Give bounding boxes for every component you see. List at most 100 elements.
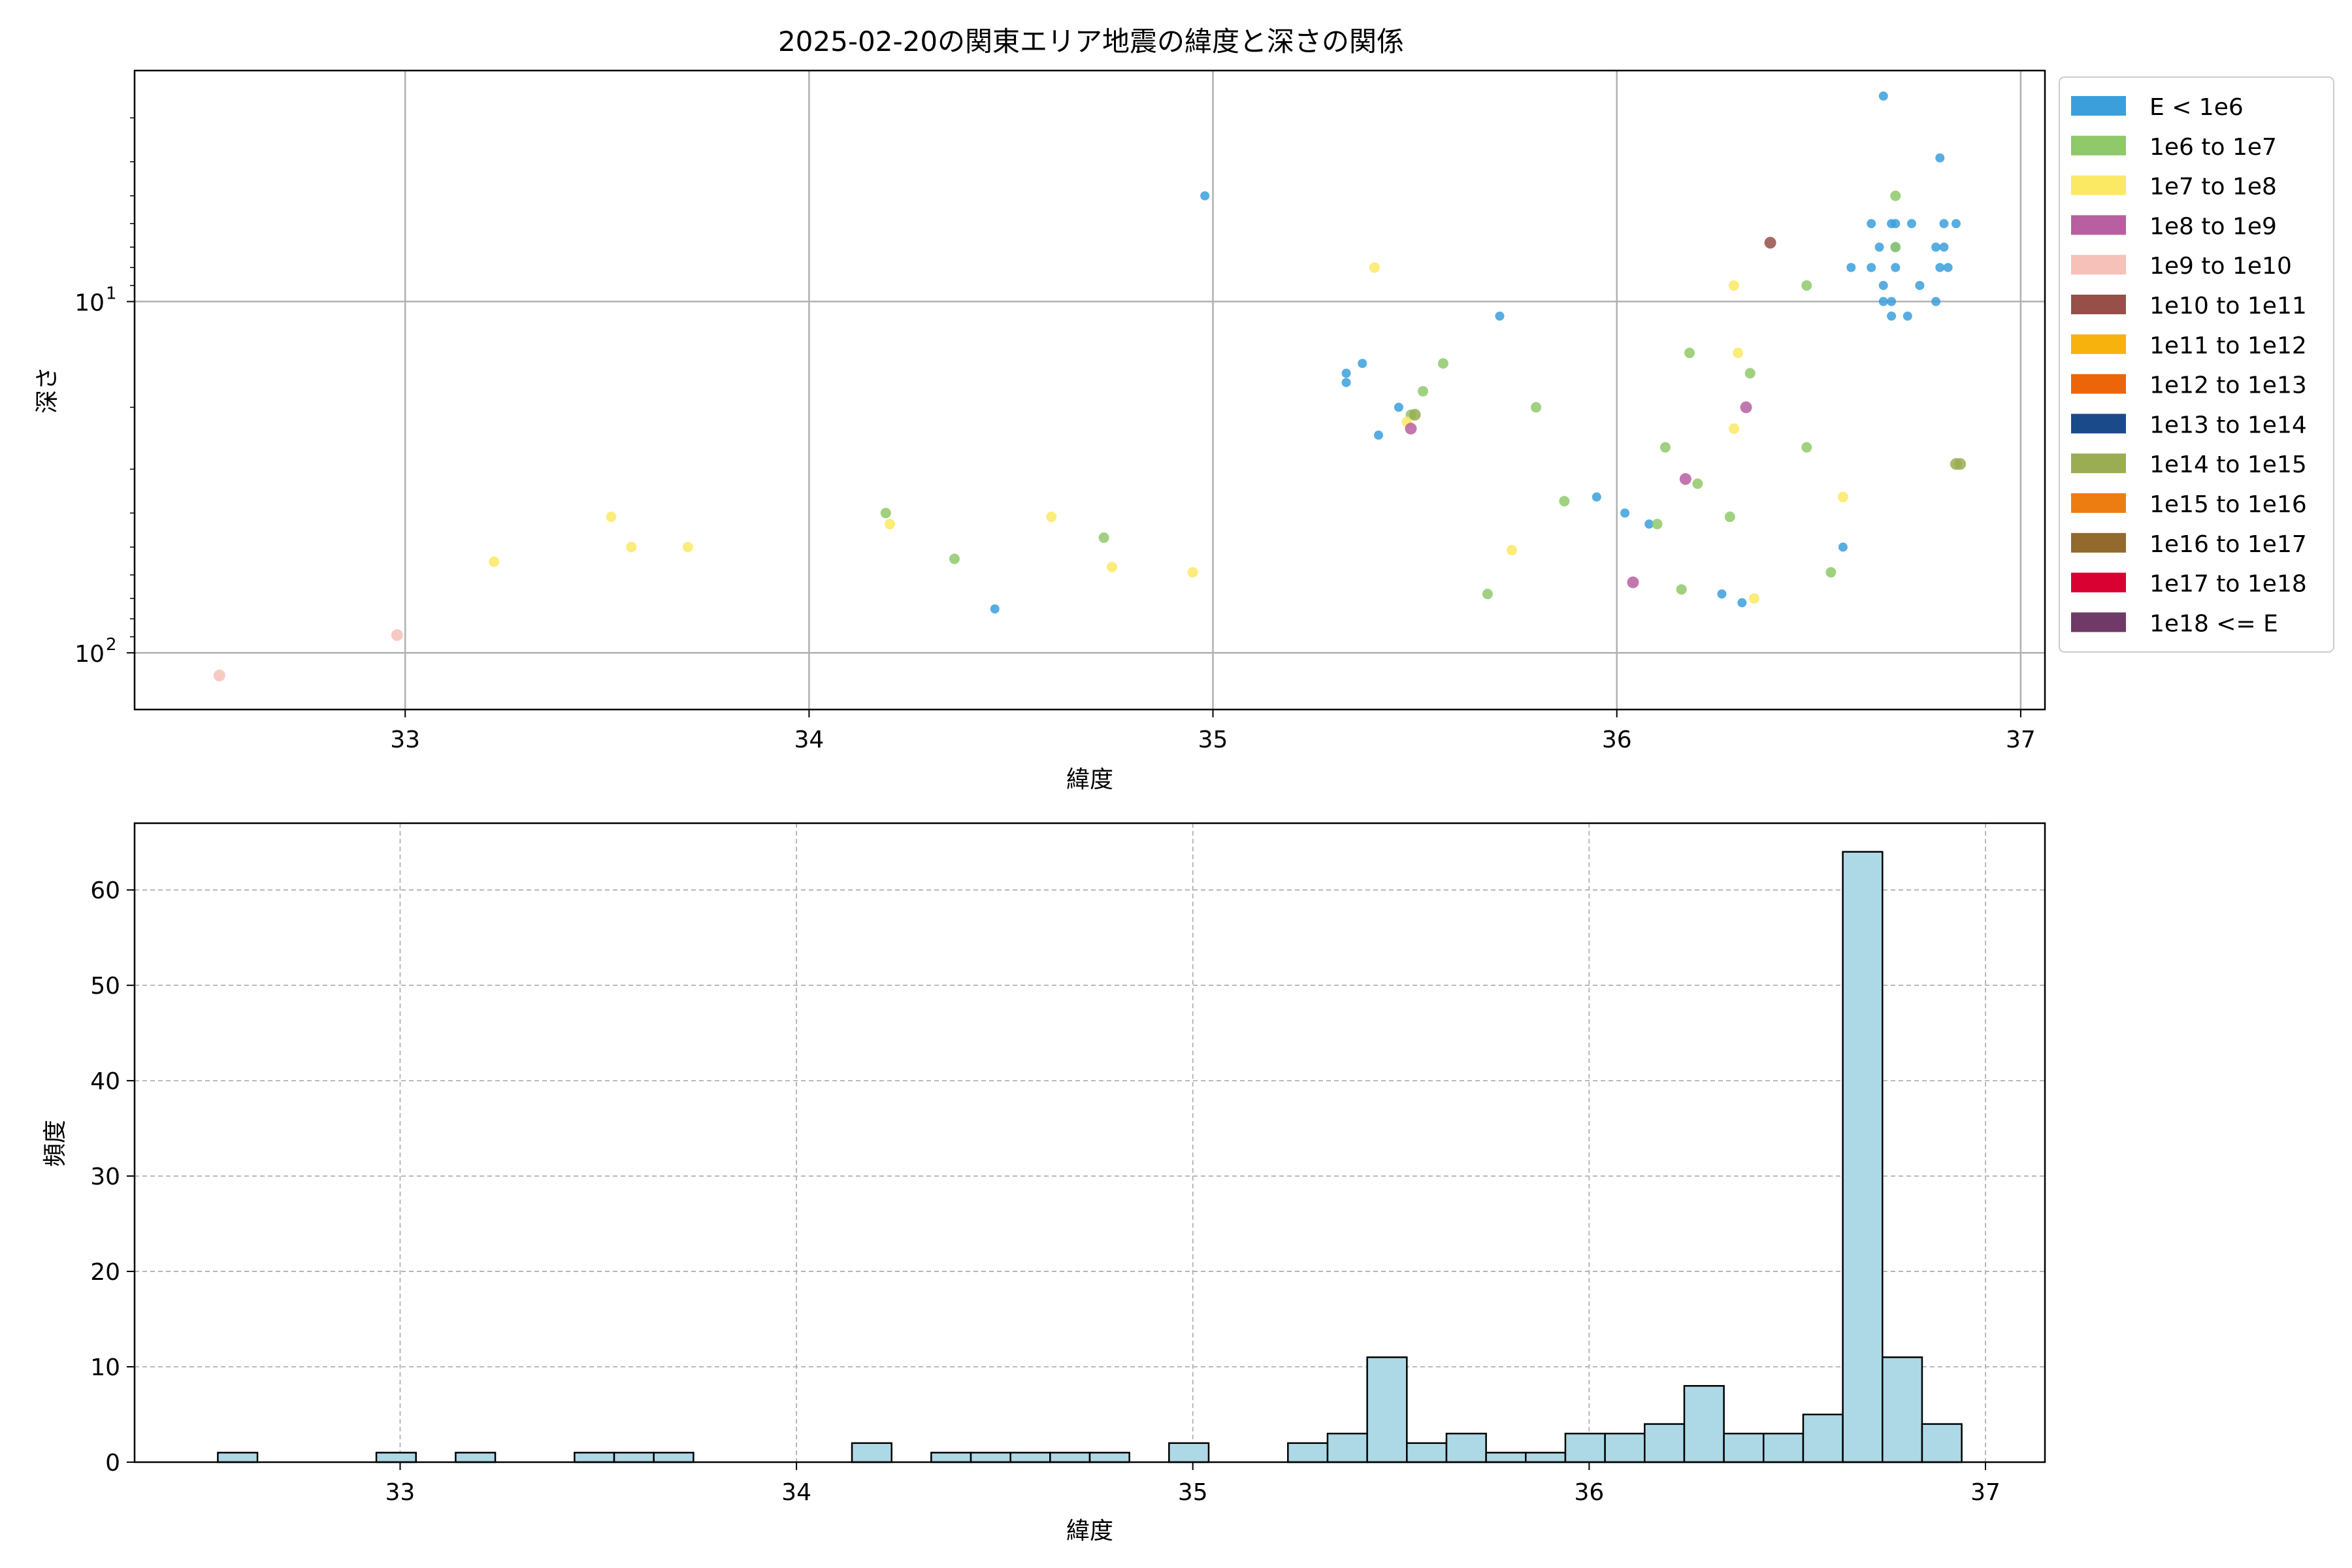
scatter-point — [1931, 297, 1941, 306]
scatter-point — [1187, 567, 1198, 578]
histogram-bar — [653, 1452, 694, 1463]
histogram-bar — [1525, 1452, 1567, 1463]
legend-swatch — [2071, 295, 2126, 314]
legend: E < 1e6 1e6 to 1e7 1e7 to 1e8 1e8 to 1e9 1e9… — [2059, 76, 2334, 653]
scatter-point — [1890, 190, 1901, 201]
histogram-x-tick-label: 33 — [385, 1479, 416, 1506]
scatter-point — [1692, 478, 1703, 489]
scatter-y-tick-exponent: 1 — [106, 284, 117, 304]
scatter-point — [1935, 263, 1945, 272]
histogram-x-label: 緯度 — [1066, 1518, 1113, 1544]
scatter-point — [391, 629, 403, 642]
legend-label: 1e15 to 1e16 — [2149, 491, 2307, 518]
scatter-grid — [135, 71, 2045, 710]
histogram-bar — [930, 1452, 972, 1463]
scatter-point — [1744, 368, 1756, 379]
histogram-bar — [375, 1452, 417, 1463]
scatter-point — [1437, 358, 1448, 369]
histogram-x-tick-label: 34 — [781, 1479, 811, 1506]
histogram-bars — [217, 851, 1963, 1463]
histogram-x-tick-label: 37 — [1970, 1479, 2001, 1506]
scatter-point — [1935, 153, 1945, 163]
scatter-x-label: 緯度 — [1066, 766, 1113, 793]
scatter-point — [990, 604, 1000, 614]
histogram-bar — [1564, 1432, 1606, 1463]
scatter-point — [1107, 561, 1117, 572]
scatter-point — [1837, 491, 1848, 502]
scatter-point — [1679, 473, 1691, 485]
legend-swatch — [2071, 135, 2126, 155]
scatter-point — [1684, 348, 1695, 359]
histogram-x-tick-label: 36 — [1574, 1479, 1604, 1506]
histogram-bar — [1921, 1423, 1963, 1463]
legend-swatch — [2071, 255, 2126, 275]
histogram-bar — [1683, 1384, 1725, 1463]
histogram-y-tick-label: 50 — [90, 973, 120, 1000]
scatter-x-tick-label: 34 — [794, 727, 824, 753]
scatter-point — [1740, 401, 1752, 414]
scatter-y-tick-exponent: 2 — [106, 635, 117, 655]
scatter-y-tick-label: 10 — [74, 641, 105, 668]
scatter-point — [1724, 512, 1735, 523]
histogram-y-label: 頻度 — [42, 1120, 69, 1167]
scatter-point — [626, 542, 637, 553]
scatter-point — [1737, 598, 1747, 608]
scatter-point — [1887, 311, 1897, 321]
histogram-bar — [1723, 1432, 1765, 1463]
legend-label: 1e13 to 1e14 — [2149, 412, 2307, 438]
legend-label: 1e18 <= E — [2149, 610, 2278, 637]
scatter-point — [1954, 458, 1967, 470]
histogram-y-tick-label: 40 — [90, 1068, 120, 1095]
scatter-point — [1748, 593, 1759, 604]
scatter-x-tick-label: 35 — [1198, 727, 1228, 753]
scatter-point — [1878, 91, 1888, 101]
scatter-point — [1717, 589, 1727, 599]
scatter-point — [1846, 263, 1856, 272]
histogram-x-tick-label: 35 — [1178, 1479, 1208, 1506]
scatter-point — [1200, 191, 1210, 201]
scatter-x-tick-label: 37 — [2006, 727, 2036, 753]
scatter-point — [1931, 242, 1941, 252]
scatter-x-tick-label: 36 — [1602, 727, 1632, 753]
histogram-y-tick-label: 10 — [90, 1354, 120, 1381]
histogram-bar — [1485, 1452, 1527, 1463]
legend-label: 1e6 to 1e7 — [2149, 134, 2277, 161]
legend-label: 1e10 to 1e11 — [2149, 293, 2307, 319]
scatter-point — [1531, 402, 1542, 413]
scatter-point — [885, 519, 895, 530]
scatter-point — [1592, 492, 1601, 502]
legend-frame — [2059, 76, 2334, 653]
histogram-y-tick-label: 0 — [105, 1450, 120, 1477]
histogram-bar — [1009, 1452, 1051, 1463]
scatter-point — [1952, 219, 1961, 229]
histogram-x-ticks: 33 34 35 36 37 — [385, 1462, 2001, 1506]
scatter-point — [1891, 263, 1901, 272]
scatter-point — [1652, 519, 1663, 530]
scatter-point — [1627, 576, 1639, 589]
scatter-point — [1729, 280, 1739, 291]
legend-swatch — [2071, 175, 2126, 195]
scatter-point — [1891, 219, 1901, 229]
scatter-point — [1418, 385, 1428, 397]
scatter-point — [880, 508, 891, 519]
histogram-bar — [1644, 1423, 1686, 1463]
scatter-point — [606, 512, 617, 523]
scatter-point — [1867, 263, 1876, 272]
scatter-point — [1358, 359, 1367, 368]
scatter-point — [1369, 262, 1380, 273]
legend-swatch — [2071, 572, 2126, 593]
histogram-bar — [1406, 1442, 1448, 1463]
scatter-point — [1939, 219, 1949, 229]
scatter-point — [1867, 219, 1876, 229]
scatter-y-tick-label: 10 — [74, 290, 105, 317]
legend-label: 1e8 to 1e9 — [2149, 213, 2277, 240]
scatter-y-label: 深さ — [34, 367, 61, 414]
scatter-point — [1939, 242, 1949, 252]
scatter-point — [1878, 280, 1888, 290]
scatter-point — [1341, 368, 1351, 378]
scatter-point — [1405, 423, 1417, 435]
scatter-point — [1482, 589, 1493, 600]
scatter-title: 2025-02-20の関東エリア地震の緯度と深さの関係 — [778, 25, 1404, 57]
legend-swatch — [2071, 612, 2126, 632]
